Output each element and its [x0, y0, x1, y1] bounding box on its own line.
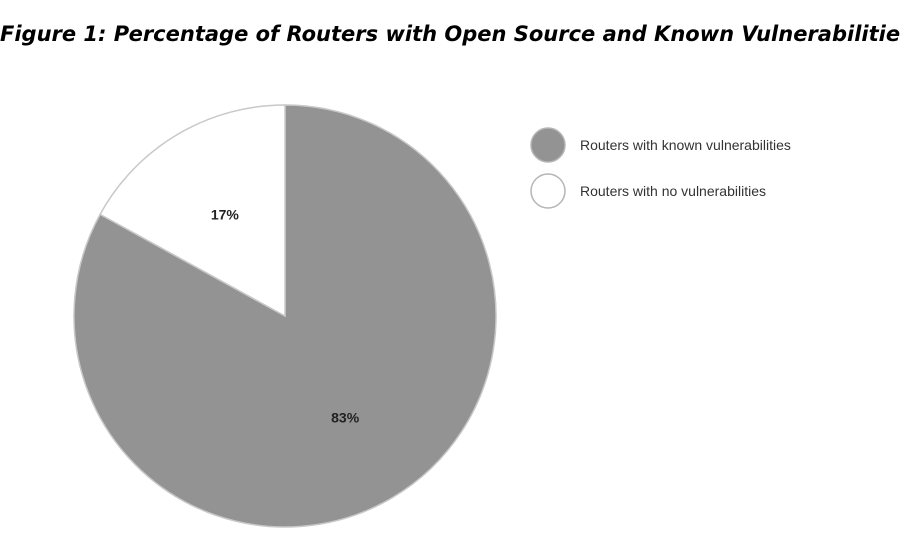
legend-label-2: Routers with no vulnerabilities: [580, 183, 766, 199]
pie-slice-2: [99, 104, 286, 318]
slice-label-2: 17%: [211, 206, 240, 222]
legend-marker-2: [530, 173, 566, 209]
pie-slices: [73, 104, 497, 528]
legend-marker-1: [530, 127, 566, 163]
slice-label-1: 83%: [331, 410, 360, 426]
chart-title: Figure 1: Percentage of Routers with Ope…: [0, 22, 900, 46]
legend: Routers with known vulnerabilities Router…: [530, 127, 791, 209]
pie-slice-labels: 83% 17%: [211, 206, 360, 425]
legend-label-1: Routers with known vulnerabilities: [580, 137, 791, 153]
